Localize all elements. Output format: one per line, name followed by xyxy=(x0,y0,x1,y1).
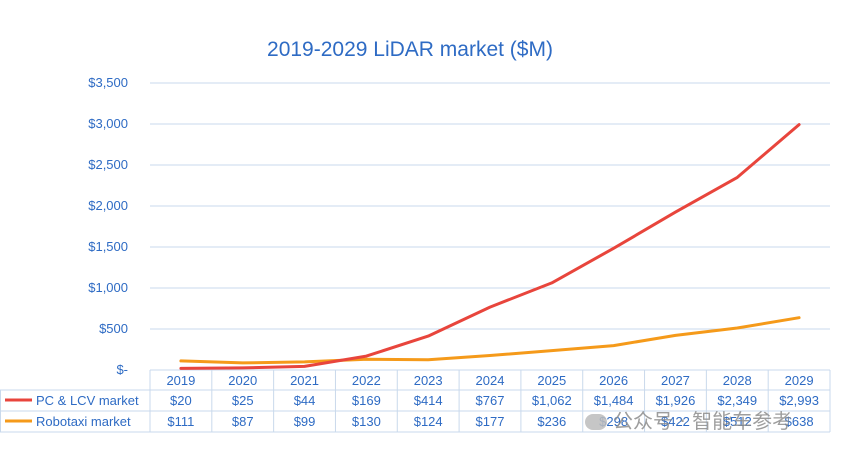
data-label: $87 xyxy=(232,414,254,429)
y-tick-label: $3,000 xyxy=(88,116,128,131)
data-label: $512 xyxy=(723,414,752,429)
y-tick-label: $2,000 xyxy=(88,198,128,213)
wechat-icon xyxy=(585,414,607,430)
watermark: 公众号 · 智能车参考 xyxy=(585,405,845,439)
series-name: Robotaxi market xyxy=(36,414,131,429)
data-label: $99 xyxy=(294,414,316,429)
x-tick-label: 2029 xyxy=(785,373,814,388)
grid-lines xyxy=(150,82,830,330)
data-table: 2019 2020 2021 2022 2023 2024 2025 2026 2027 2028… xyxy=(0,369,831,433)
x-tick-label: 2025 xyxy=(537,373,566,388)
data-label: $111 xyxy=(167,414,194,429)
data-label: $1,484 xyxy=(594,393,634,408)
data-label: $1,926 xyxy=(656,393,696,408)
data-label: $2,993 xyxy=(779,393,819,408)
x-tick-label: 2028 xyxy=(723,373,752,388)
data-label: $177 xyxy=(476,414,505,429)
data-label: $422 xyxy=(661,414,690,429)
data-label: $767 xyxy=(476,393,505,408)
x-tick-label: 2020 xyxy=(228,373,257,388)
x-tick-label: 2024 xyxy=(476,373,505,388)
y-tick-label: $500 xyxy=(99,321,128,336)
series-lines xyxy=(179,123,801,370)
x-tick-label: 2026 xyxy=(599,373,628,388)
data-label: $236 xyxy=(537,414,566,429)
data-label: $2,349 xyxy=(717,393,757,408)
x-tick-label: 2019 xyxy=(166,373,195,388)
x-tick-label: 2023 xyxy=(414,373,443,388)
data-label: $124 xyxy=(414,414,443,429)
x-tick-label: 2027 xyxy=(661,373,690,388)
y-tick-label: $1,500 xyxy=(88,239,128,254)
watermark-text: 公众号 · 智能车参考 xyxy=(613,409,793,433)
data-label: $169 xyxy=(352,393,381,408)
data-label: $414 xyxy=(414,393,443,408)
y-tick-label: $3,500 xyxy=(88,75,128,90)
series-name: PC & LCV market xyxy=(36,393,139,408)
series-line xyxy=(179,316,801,365)
data-label: $638 xyxy=(785,414,814,429)
y-tick-label: $2,500 xyxy=(88,157,128,172)
y-axis-ticks: $- $500 $1,000 $1,500 $2,000 $2,500 $3,000 $3,5… xyxy=(88,75,128,377)
data-label: $130 xyxy=(352,414,381,429)
data-label: $25 xyxy=(232,393,254,408)
x-tick-label: 2021 xyxy=(290,373,319,388)
data-label: $298 xyxy=(599,414,628,429)
data-label: $1,062 xyxy=(532,393,572,408)
data-label: $44 xyxy=(294,393,316,408)
x-tick-label: 2022 xyxy=(352,373,381,388)
y-tick-label: $1,000 xyxy=(88,280,128,295)
y-tick-label: $- xyxy=(116,362,128,377)
chart-title: 2019-2029 LiDAR market ($M) xyxy=(267,38,553,61)
data-label: $20 xyxy=(170,393,192,408)
